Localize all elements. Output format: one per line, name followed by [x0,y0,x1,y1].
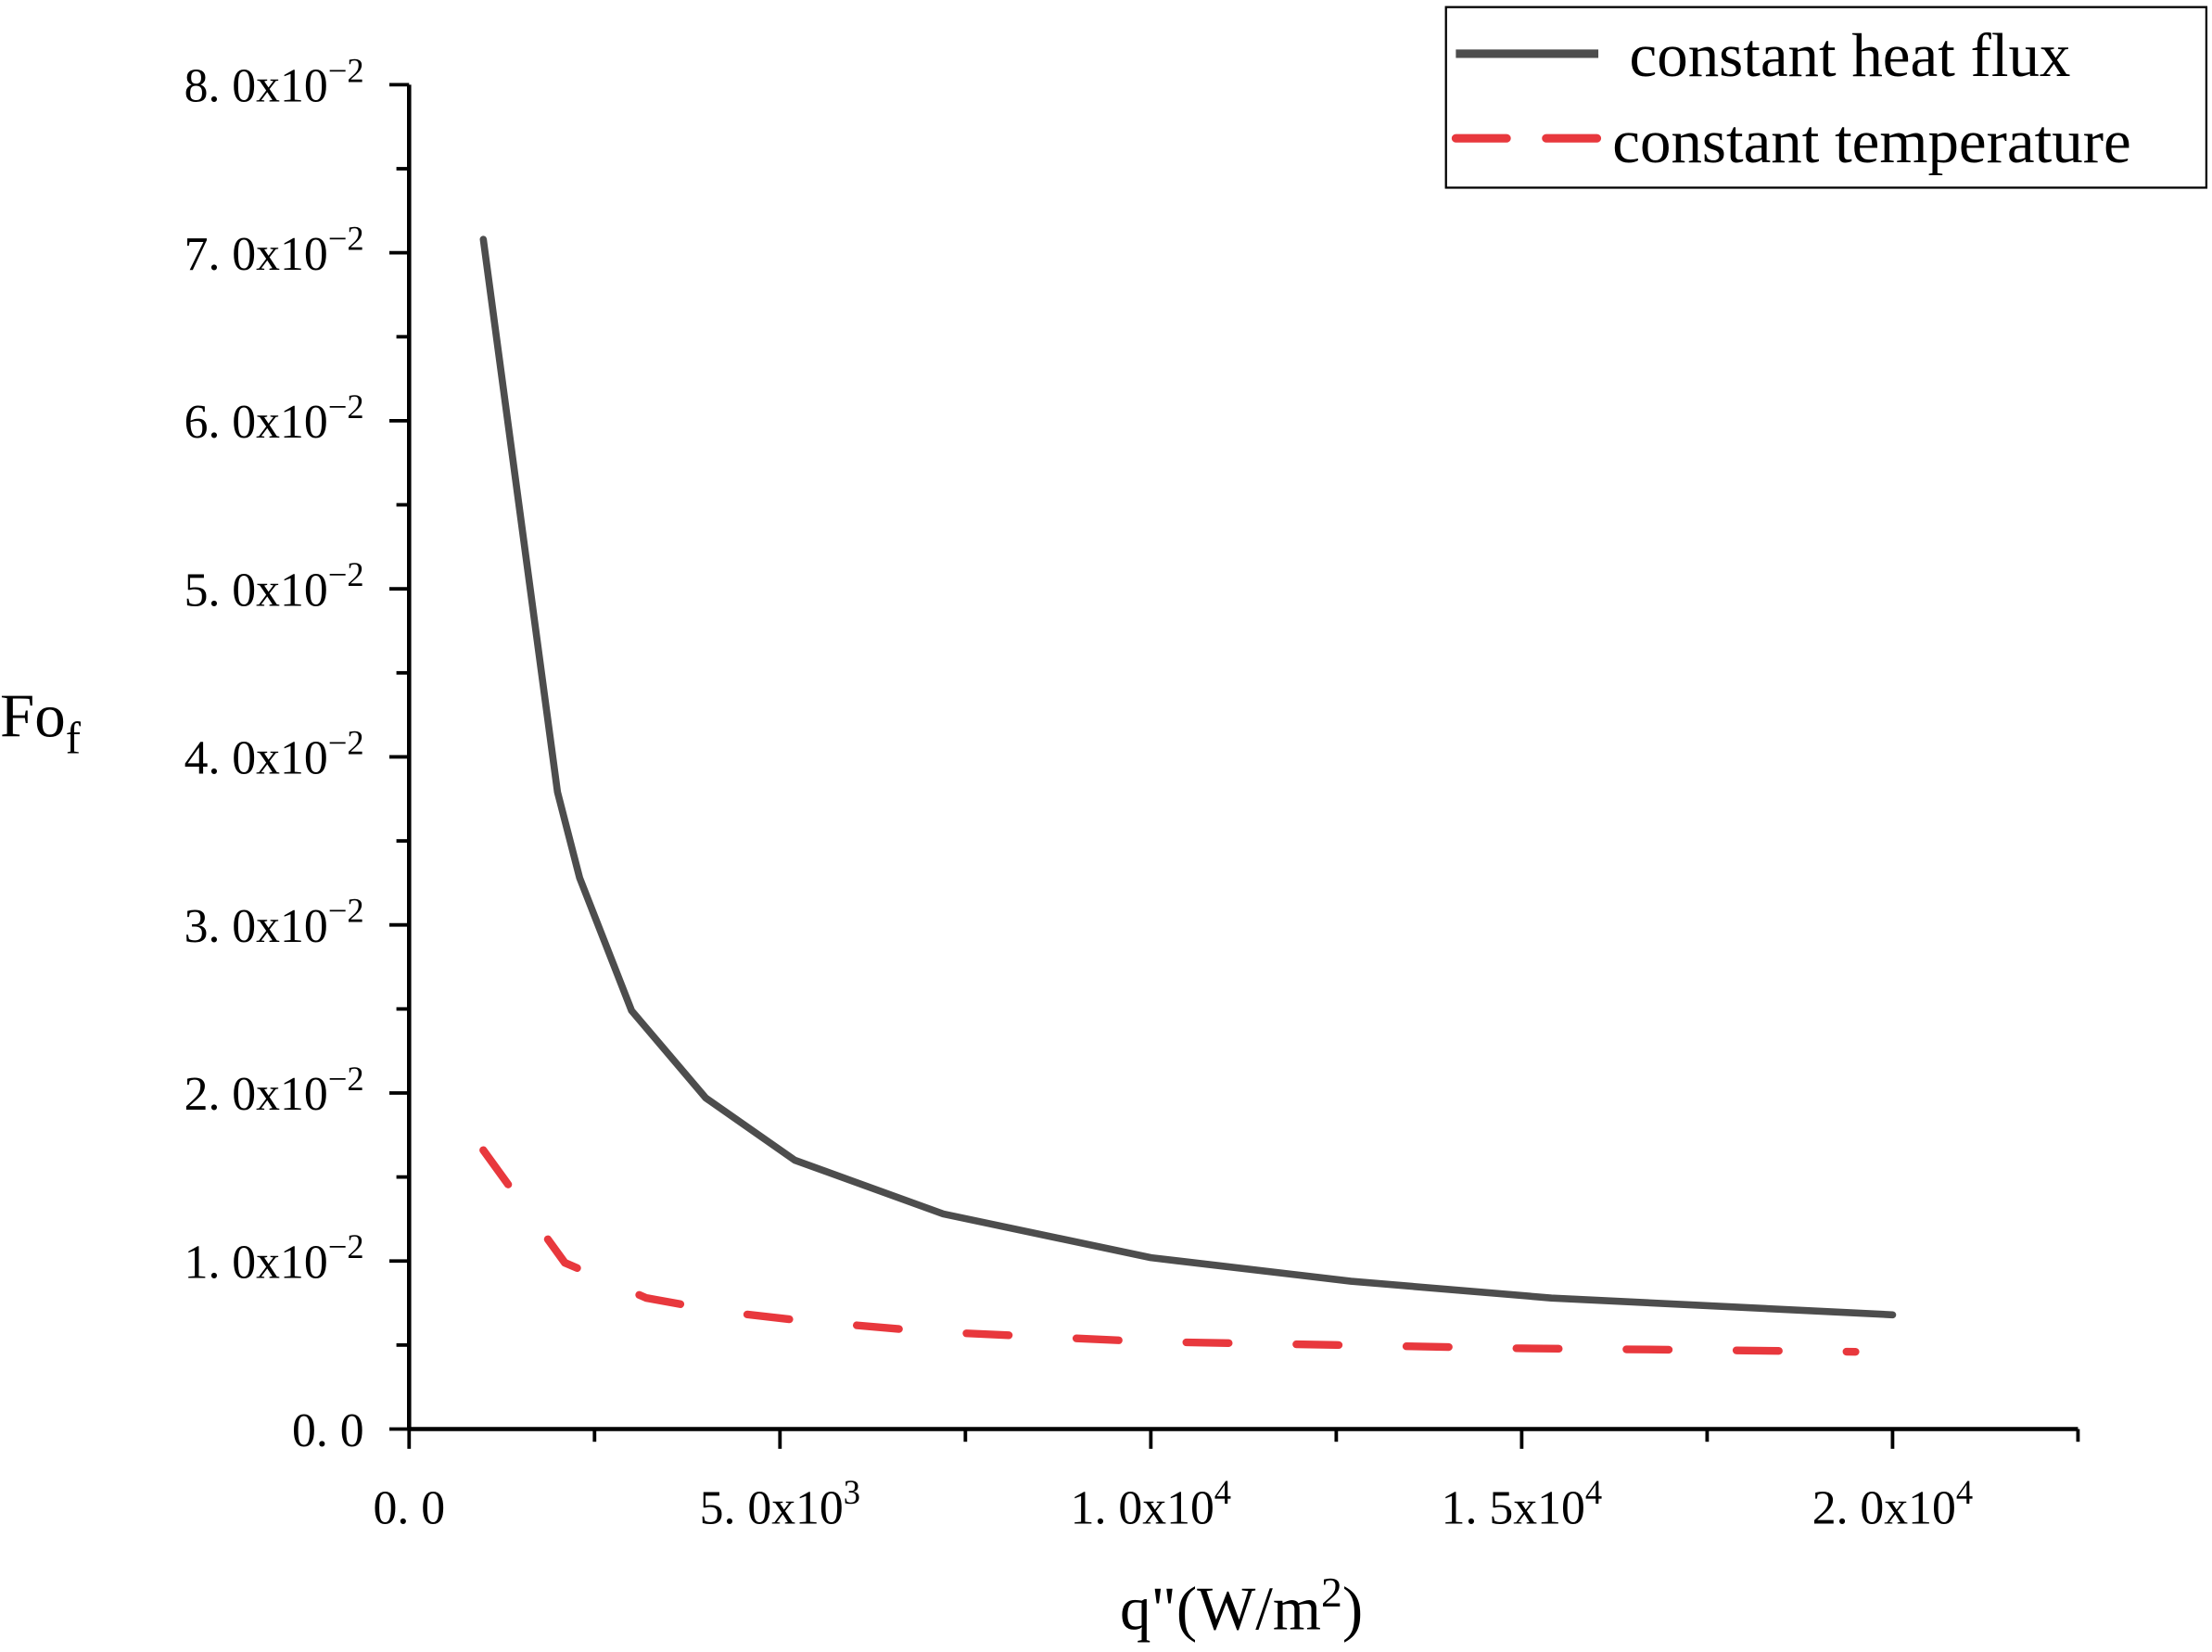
y-tick-label: 8. 0x10−2 [184,51,364,112]
legend-label-temperature: constant temperature [1612,108,2130,176]
x-tick-label: 0. 0 [373,1481,445,1534]
legend-label-heat-flux: constant heat flux [1630,21,2071,90]
legend: constant heat flux constant temperature [1444,6,2208,189]
ticks: 0. 0 5. 0x103 1. 0x104 1. 5x104 2. 0x104 0. 0… [184,51,2080,1534]
y-tick-label: 0. 0 [292,1404,364,1457]
x-tick-label: 1. 5x104 [1442,1473,1602,1534]
y-tick-label: 3. 0x10−2 [184,892,364,953]
y-tick-label: 6. 0x10−2 [184,388,364,449]
x-tick-label: 1. 0x104 [1071,1473,1231,1534]
y-tick-label: 4. 0x10−2 [184,723,364,784]
legend-box [1444,6,2208,189]
series-line-constant-temperature [479,1146,1860,1356]
y-tick-label: 5. 0x10−2 [184,555,364,616]
y-axis-label: Fof [0,681,82,763]
x-tick-label: 2. 0x104 [1812,1473,1973,1534]
x-axis-label: q"(W/m2) [1120,1569,1363,1643]
y-tick-label: 2. 0x10−2 [184,1060,364,1121]
x-tick-label: 5. 0x103 [700,1473,860,1534]
y-tick-label: 1. 0x10−2 [184,1227,364,1289]
axes [407,84,2079,1431]
y-tick-label: 7. 0x10−2 [184,220,364,281]
series-line-constant-heat-flux [479,235,1897,1319]
series-lines [479,235,1897,1356]
